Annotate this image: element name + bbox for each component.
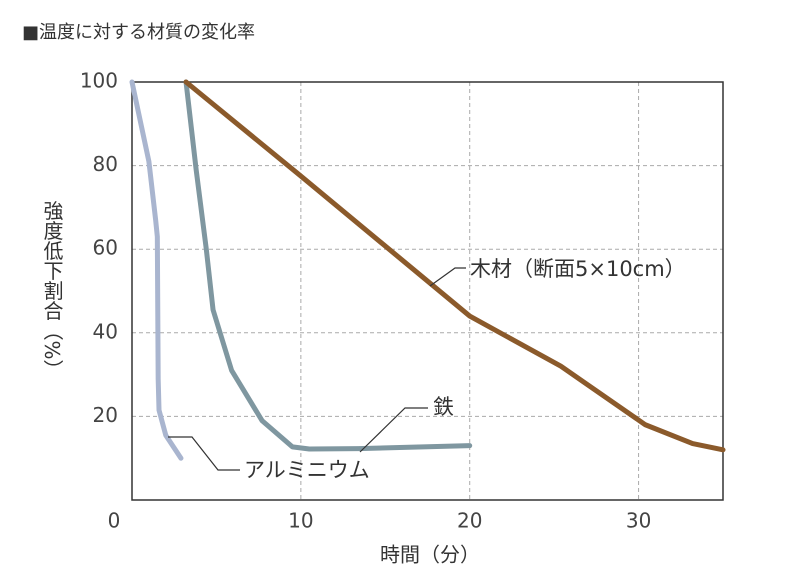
y-tick-label: 100 <box>80 69 118 93</box>
leader-line <box>429 267 466 287</box>
x-tick-label: 30 <box>626 509 651 533</box>
x-tick-label: 0 <box>108 509 121 533</box>
leader-line <box>168 436 240 471</box>
x-axis-label: 時間（分） <box>380 543 480 567</box>
series-label: アルミニウム <box>244 458 370 482</box>
y-tick-label: 60 <box>93 236 118 260</box>
y-tick-label: 80 <box>93 152 118 176</box>
y-tick-label: 40 <box>93 319 118 343</box>
x-tick-label: 20 <box>457 509 482 533</box>
y-axis-label: 強度低下割合（%） <box>40 200 64 379</box>
y-tick-label: 20 <box>93 403 118 427</box>
data-line <box>129 79 184 461</box>
series-label: 鉄 <box>433 395 454 419</box>
plot-frame <box>131 81 724 501</box>
series-label: 木材（断面5×10cm） <box>470 257 686 281</box>
data-line <box>183 79 726 453</box>
leader-line <box>359 407 428 453</box>
x-tick-label: 10 <box>288 509 313 533</box>
data-line <box>183 79 473 452</box>
chart-title: ■温度に対する材質の変化率 <box>22 22 255 43</box>
